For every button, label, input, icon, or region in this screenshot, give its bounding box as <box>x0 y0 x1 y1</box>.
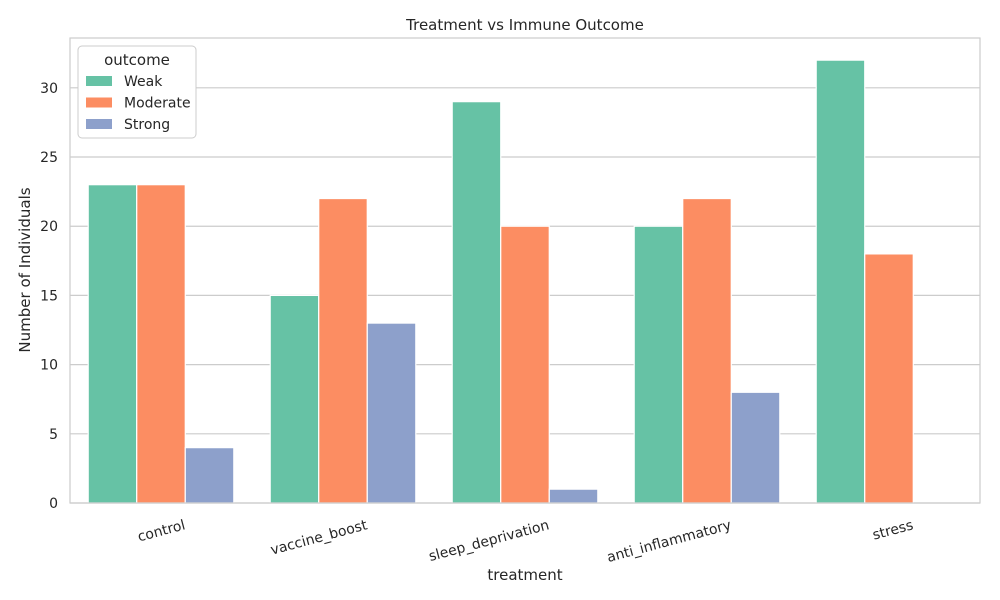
legend-title: outcome <box>104 51 170 69</box>
x-axis-label: treatment <box>487 566 562 584</box>
bar-weak-control <box>87 184 138 504</box>
bar-weak-stress <box>815 59 866 504</box>
bar-strong-control <box>184 447 235 504</box>
y-tick-label: 20 <box>40 219 58 235</box>
bar-weak-sleep-deprivation <box>451 101 502 504</box>
bar-strong-vaccine-boost <box>366 322 417 504</box>
chart-title: Treatment vs Immune Outcome <box>405 16 644 34</box>
bar-moderate-vaccine-boost <box>318 197 368 504</box>
bar-strong-sleep-deprivation <box>548 488 599 504</box>
bar-moderate-stress <box>864 253 914 504</box>
legend-swatch-moderate <box>86 97 112 108</box>
legend-swatch-weak <box>86 76 112 86</box>
y-tick-label: 25 <box>40 150 58 166</box>
legend-items: Weak Moderate Strong <box>86 74 191 133</box>
y-tick-label: 10 <box>40 358 58 374</box>
legend: outcome Weak Moderate Strong <box>77 45 197 139</box>
plot-frame <box>69 37 981 504</box>
bar-moderate-control <box>136 184 186 504</box>
y-tick-label: 0 <box>49 496 58 512</box>
bar-weak-vaccine-boost <box>269 294 320 504</box>
y-tick-labels: 0 5 10 15 20 25 30 <box>40 81 58 512</box>
y-tick-label: 30 <box>40 81 58 97</box>
legend-label-moderate: Moderate <box>124 96 191 112</box>
legend-box <box>77 45 197 139</box>
bar-moderate-anti-inflammatory <box>682 197 732 504</box>
legend-swatch-strong <box>86 119 112 129</box>
y-axis-label: Number of Individuals <box>16 187 34 352</box>
bar-strong-anti-inflammatory <box>730 391 781 504</box>
bar-weak-anti-inflammatory <box>633 225 684 504</box>
legend-label-weak: Weak <box>124 74 163 90</box>
bar-moderate-sleep-deprivation <box>500 225 550 504</box>
legend-label-strong: Strong <box>124 117 170 133</box>
y-tick-label: 5 <box>49 427 58 443</box>
bars <box>87 59 914 504</box>
y-tick-label: 15 <box>40 288 58 304</box>
